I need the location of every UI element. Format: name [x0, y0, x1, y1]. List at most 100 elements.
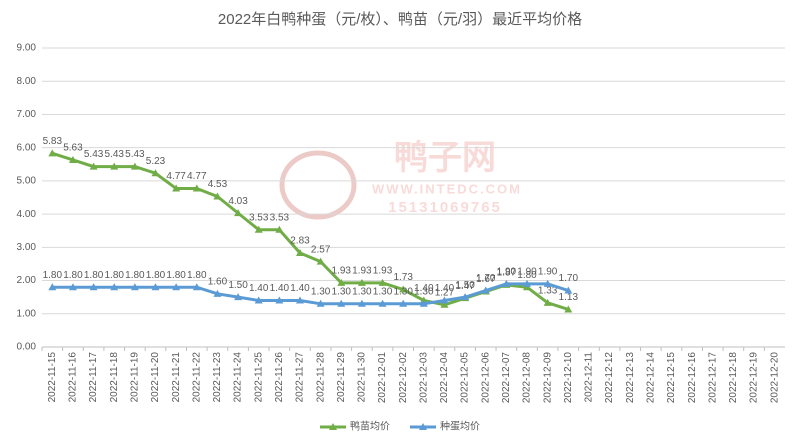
point-marker: [440, 296, 449, 304]
y-tick-label: 1.00: [17, 308, 37, 319]
x-tick-label: 2022-11-21: [171, 352, 182, 403]
point-marker: [502, 279, 511, 287]
data-label: 1.27: [435, 287, 455, 298]
y-tick-label: 6.00: [17, 142, 37, 153]
data-label: 4.77: [187, 171, 207, 182]
x-tick-label: 2022-12-19: [749, 352, 760, 404]
data-label: 4.77: [166, 171, 186, 182]
point-marker: [440, 300, 449, 308]
legend-item: 种蛋均价: [410, 420, 480, 433]
x-tick-label: 2022-12-17: [707, 352, 718, 404]
data-label: 1.90: [497, 267, 517, 278]
data-label: 1.80: [146, 270, 166, 281]
x-tick-label: 2022-11-26: [274, 352, 285, 403]
data-label: 1.80: [63, 270, 83, 281]
legend-label: 鸭苗均价: [350, 420, 390, 433]
y-tick-label: 2.00: [17, 275, 37, 286]
data-label: 1.30: [311, 286, 331, 297]
point-marker: [48, 149, 57, 157]
x-tick-label: 2022-12-13: [625, 352, 636, 404]
point-marker: [564, 305, 573, 313]
series-line: [52, 282, 569, 306]
data-label: 5.63: [63, 143, 83, 154]
point-marker: [48, 283, 57, 291]
point-marker: [316, 257, 325, 265]
x-tick-label: 2022-11-17: [88, 352, 99, 403]
y-tick-label: 4.00: [17, 209, 37, 220]
legend-marker: [329, 423, 337, 430]
x-tick-label: 2022-12-11: [584, 352, 595, 403]
data-label: 1.80: [517, 270, 537, 281]
data-label: 1.30: [414, 286, 434, 297]
y-tick-label: 3.00: [17, 242, 37, 253]
point-marker: [481, 286, 490, 294]
data-label: 1.47: [455, 281, 475, 292]
point-marker: [378, 299, 387, 307]
point-marker: [192, 184, 201, 192]
point-marker: [399, 299, 408, 307]
x-tick-label: 2022-11-30: [357, 352, 368, 403]
point-marker: [89, 162, 98, 170]
data-label: 1.80: [105, 270, 125, 281]
data-label: 1.93: [373, 266, 393, 277]
data-label: 1.60: [208, 276, 228, 287]
watermark-url: WWW.INTEDC.COM: [372, 181, 522, 196]
point-marker: [399, 285, 408, 293]
x-tick-label: 2022-12-05: [460, 352, 471, 404]
point-marker: [192, 283, 201, 291]
data-label: 1.30: [373, 286, 393, 297]
data-label: 1.33: [538, 285, 558, 296]
point-marker: [378, 278, 387, 286]
point-marker: [543, 298, 552, 306]
y-tick-label: 9.00: [17, 43, 37, 54]
point-marker: [275, 296, 284, 304]
legend-item: 鸭苗均价: [320, 420, 390, 433]
x-tick-label: 2022-12-12: [604, 352, 615, 404]
x-tick-label: 2022-11-28: [315, 352, 326, 403]
point-marker: [110, 162, 119, 170]
x-tick-label: 2022-11-24: [233, 352, 244, 403]
point-marker: [110, 283, 119, 291]
chart-title: 2022年白鸭种蛋（元/枚）、鸭苗（元/羽）最近平均价格: [218, 11, 582, 28]
x-tick-label: 2022-12-07: [501, 352, 512, 404]
x-tick-label: 2022-12-10: [563, 352, 574, 404]
data-label: 5.43: [125, 149, 145, 160]
x-tick-label: 2022-12-08: [522, 352, 533, 404]
point-marker: [172, 184, 181, 192]
legend-marker: [419, 423, 427, 430]
point-marker: [172, 283, 181, 291]
point-marker: [357, 299, 366, 307]
data-label: 1.13: [559, 292, 579, 303]
data-label: 1.30: [393, 286, 413, 297]
data-label: 4.53: [208, 179, 228, 190]
x-tick-label: 2022-11-19: [130, 352, 141, 403]
x-tick-label: 2022-11-16: [68, 352, 79, 403]
data-label: 1.87: [497, 268, 517, 279]
x-tick-label: 2022-11-22: [191, 352, 202, 403]
x-tick-label: 2022-12-18: [728, 352, 739, 404]
point-marker: [543, 279, 552, 287]
point-marker: [68, 155, 77, 163]
data-label: 5.43: [84, 149, 104, 160]
point-marker: [89, 283, 98, 291]
y-tick-label: 8.00: [17, 76, 37, 87]
data-label: 1.70: [559, 273, 579, 284]
data-label: 1.93: [352, 266, 372, 277]
data-label: 1.80: [187, 270, 207, 281]
watermark-name: 鸭子网: [394, 139, 496, 177]
legend-label: 种蛋均价: [440, 420, 480, 433]
x-tick-label: 2022-12-16: [687, 352, 698, 404]
point-marker: [234, 209, 243, 217]
point-marker: [275, 225, 284, 233]
data-label: 2.83: [290, 236, 310, 247]
y-tick-label: 7.00: [17, 109, 37, 120]
x-tick-label: 2022-12-01: [377, 352, 388, 404]
data-label: 1.40: [290, 283, 310, 294]
x-tick-label: 2022-11-23: [212, 352, 223, 403]
point-marker: [295, 248, 304, 256]
point-marker: [419, 299, 428, 307]
x-tick-label: 2022-12-14: [645, 352, 656, 404]
data-label: 1.40: [414, 283, 434, 294]
data-label: 5.83: [43, 136, 63, 147]
